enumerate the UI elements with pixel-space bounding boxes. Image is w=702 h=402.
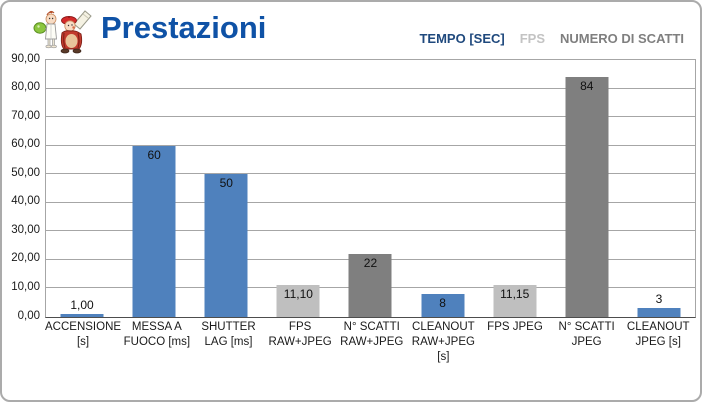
bar — [493, 285, 537, 317]
category-label-line: [s] — [76, 336, 90, 348]
category-label: CLEANOUT RAW+JPEG [s] — [408, 320, 480, 365]
bar-value-label: 60 — [147, 147, 161, 162]
bar-value-label: 11,15 — [500, 287, 530, 302]
bar-value-label: 50 — [219, 176, 233, 191]
bars-container: 1,00 60 50 11,10 22 8 11,15 84 3 — [46, 60, 695, 317]
category-label-line: CLEANOUT — [626, 321, 690, 333]
y-tick-label: 40,00 — [11, 195, 40, 208]
category-label-line: SHUTTER — [201, 321, 256, 333]
gridline — [46, 116, 695, 118]
category-label: N° SCATTI JPEG — [551, 320, 623, 365]
category-label-line: RAW+JPEG — [340, 336, 404, 348]
bar-value-label: 3 — [655, 292, 663, 307]
category-label-line: JPEG — [571, 336, 602, 348]
bar-slot: 1,00 — [46, 60, 118, 317]
bar — [637, 308, 681, 317]
gridline — [46, 230, 695, 232]
gridline — [46, 87, 695, 89]
category-label-line: ACCENSIONE — [45, 321, 122, 333]
category-label: CLEANOUT JPEG [s] — [622, 320, 694, 365]
category-label: MESSA A FUOCO [ms] — [121, 320, 193, 365]
bar-slot: 22 — [334, 60, 406, 317]
category-label-line: MESSA A — [131, 321, 182, 333]
bar-value-label: 8 — [439, 296, 446, 311]
category-label: SHUTTER LAG [ms] — [193, 320, 265, 365]
category-label-line: JPEG [s] — [635, 336, 681, 348]
bar-slot: 50 — [190, 60, 262, 317]
y-tick-label: 60,00 — [11, 138, 40, 151]
bar-value-label: 22 — [363, 256, 378, 271]
bar-slot: 8 — [407, 60, 479, 317]
bar-value-label: 11,10 — [283, 287, 313, 302]
category-label-line: CLEANOUT — [412, 321, 475, 333]
bar — [276, 285, 320, 317]
y-tick-label: 50,00 — [11, 166, 40, 179]
gridline — [46, 201, 695, 203]
bar — [204, 174, 248, 317]
legend-item-fps: FPS — [519, 31, 546, 46]
chart-legend: TEMPO [SEC] FPS NUMERO DI SCATTI — [419, 31, 684, 46]
y-tick-label: 80,00 — [11, 81, 40, 94]
bar-chart: 0,00 10,00 20,00 30,00 40,00 50,00 60,00 70,00 8… — [2, 53, 700, 400]
category-label: FPS JPEG — [479, 320, 551, 365]
bar-value-label: 1,00 — [70, 298, 94, 313]
gridline — [46, 173, 695, 175]
bar — [60, 314, 104, 317]
bar — [565, 77, 609, 317]
y-tick-label: 90,00 — [11, 52, 40, 65]
category-label-line: N° SCATTI — [558, 321, 615, 333]
gridline — [46, 144, 695, 146]
y-tick-label: 0,00 — [17, 309, 40, 322]
category-label-line: N° SCATTI — [343, 321, 400, 333]
y-tick-label: 30,00 — [11, 223, 40, 236]
category-label: ACCENSIONE [s] — [45, 320, 121, 365]
category-label-line: RAW+JPEG — [411, 336, 475, 348]
category-label-line: FUOCO [ms] — [123, 336, 191, 348]
page-title: Prestazioni — [101, 10, 267, 45]
category-label-line: [s] — [437, 351, 450, 363]
bar-slot: 11,10 — [262, 60, 334, 317]
y-axis-labels: 0,00 10,00 20,00 30,00 40,00 50,00 60,00 70,00 8… — [2, 53, 40, 322]
cartoon-photographers-logo-icon — [33, 10, 92, 54]
legend-item-tempo: TEMPO [SEC] — [419, 31, 505, 46]
x-axis-labels: ACCENSIONE [s] MESSA A FUOCO [ms] SHUTTER LAG… — [45, 320, 694, 365]
category-label: N° SCATTI RAW+JPEG — [336, 320, 408, 365]
category-label-line: FPS JPEG — [487, 321, 543, 333]
bar — [421, 294, 465, 317]
category-label-line: LAG [ms] — [204, 336, 253, 348]
category-label-line: FPS — [288, 321, 312, 333]
bar-slot: 60 — [118, 60, 190, 317]
category-label-line: RAW+JPEG — [268, 336, 332, 348]
bar-slot: 11,15 — [479, 60, 551, 317]
bar-value-label: 84 — [580, 79, 594, 94]
plot-area: 1,00 60 50 11,10 22 8 11,15 84 3 — [45, 59, 696, 318]
bar-slot: 84 — [551, 60, 623, 317]
legend-item-scatti: NUMERO DI SCATTI — [560, 31, 684, 46]
bar — [348, 254, 392, 317]
y-tick-label: 20,00 — [11, 252, 40, 265]
y-tick-label: 10,00 — [11, 280, 40, 293]
bar — [132, 145, 176, 317]
bar-slot: 3 — [623, 60, 695, 317]
category-label: FPS RAW+JPEG — [264, 320, 336, 365]
y-tick-label: 70,00 — [11, 109, 40, 122]
